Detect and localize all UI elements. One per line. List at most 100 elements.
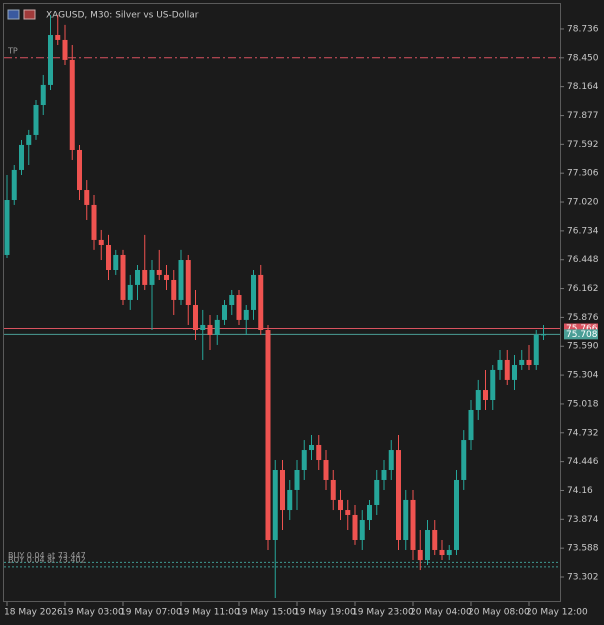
price-tag — [564, 323, 598, 334]
y-tick-label: 76.162 — [567, 284, 599, 294]
level-label: TP — [7, 46, 18, 55]
candle-body — [425, 530, 430, 561]
y-tick-label: 77.020 — [567, 198, 599, 208]
candle-body — [294, 469, 300, 490]
candle-body — [4, 200, 10, 255]
candle-body — [497, 359, 503, 370]
candle-body — [359, 520, 365, 540]
candle-body — [236, 295, 242, 320]
candle-body — [222, 305, 227, 320]
candle-body — [91, 204, 97, 240]
candle-body — [519, 359, 525, 366]
y-tick-label: 73.874 — [567, 515, 599, 525]
candle-body — [229, 295, 235, 305]
candle-body — [504, 359, 510, 380]
chart-title: XAGUSD, M30: Silver vs US-Dollar — [46, 11, 199, 21]
candle-body — [345, 510, 351, 515]
x-tick-label: 19 May 07:00 — [120, 608, 182, 618]
candle-body — [142, 270, 148, 285]
y-tick-label: 74.16 — [567, 486, 593, 496]
marks: 73.302 73.588 73.874 74.16 74.446 74.732 75.01… — [4, 14, 599, 618]
x-tick-label: 19 May 11:00 — [178, 608, 240, 618]
x-tick-label: 20 May 12:00 — [526, 608, 588, 618]
y-tick-label: 78.736 — [567, 24, 599, 34]
price-tag-label: 75.766 — [566, 324, 598, 334]
candle-body — [526, 359, 532, 366]
candle-body — [475, 390, 481, 410]
y-tick-label: 78.450 — [567, 53, 599, 63]
candle-body — [127, 284, 133, 300]
candle-body — [33, 105, 39, 135]
candle-body — [26, 134, 32, 145]
x-tick-label: 19 May 23:00 — [352, 608, 414, 618]
price-tag-label: 75.708 — [566, 330, 598, 340]
candle-body — [367, 504, 372, 521]
candle-body — [461, 440, 467, 480]
candle-body — [251, 274, 256, 310]
level-label: BUY 0.04 at 73.447 — [8, 551, 86, 560]
candle-body — [200, 324, 206, 331]
y-tick-label: 75.876 — [567, 313, 599, 323]
candle-body — [214, 319, 220, 335]
candle-body — [120, 254, 126, 300]
candle-body — [301, 450, 307, 470]
plot-frame — [3, 3, 561, 602]
candle-body — [243, 309, 249, 320]
window-icon — [23, 9, 36, 20]
y-tick-label: 76.734 — [567, 226, 599, 236]
x-tick-label: 20 May 04:00 — [410, 608, 472, 618]
candle-body — [410, 499, 416, 550]
candle-body — [280, 469, 285, 511]
candle-body — [156, 270, 162, 275]
window-icon — [7, 9, 20, 20]
y-tick-label: 75.018 — [567, 399, 599, 409]
candle-body — [106, 244, 111, 271]
candle-body — [417, 549, 423, 561]
candle-body — [454, 479, 459, 550]
y-tick-label: 75.304 — [567, 371, 599, 381]
candle-body — [69, 59, 75, 150]
candle-body — [40, 84, 46, 106]
candle-body — [113, 254, 119, 271]
candle-body — [185, 260, 191, 305]
candle-body — [468, 409, 474, 441]
candle-body — [11, 169, 17, 201]
candle-body — [207, 324, 213, 335]
candle-body — [483, 390, 488, 401]
candle-body — [62, 39, 68, 60]
candle-body — [323, 460, 329, 480]
candle-body — [352, 514, 358, 540]
y-tick-label: 74.446 — [567, 457, 599, 467]
candle-body — [272, 469, 278, 540]
candle-body — [149, 270, 155, 285]
candle-body — [84, 190, 90, 205]
candle-body — [309, 444, 314, 451]
candle-body — [374, 479, 380, 505]
y-tick-label: 77.877 — [567, 111, 599, 121]
candle-body — [77, 149, 82, 191]
y-tick-label: 73.588 — [567, 544, 599, 554]
candle-body — [98, 239, 104, 245]
candle-body — [164, 274, 169, 280]
candle-body — [533, 334, 539, 366]
candle-body — [48, 35, 53, 85]
candle-body — [193, 305, 198, 331]
x-tick-label: 20 May 08:00 — [468, 608, 530, 618]
candle-body — [55, 35, 61, 40]
candle-body — [446, 549, 452, 556]
candle-body — [439, 549, 445, 556]
candle-body — [490, 369, 496, 401]
candle-body — [388, 450, 394, 470]
candle-body — [403, 499, 409, 540]
candle-body — [396, 450, 401, 540]
y-tick-label: 73.302 — [567, 573, 599, 583]
candle-body — [381, 469, 387, 480]
candle-body — [316, 444, 322, 461]
candle-body — [178, 260, 184, 300]
candle-body — [338, 499, 343, 511]
y-tick-label: 76.448 — [567, 255, 599, 265]
candle-body — [432, 530, 438, 550]
candle-body — [330, 479, 336, 500]
